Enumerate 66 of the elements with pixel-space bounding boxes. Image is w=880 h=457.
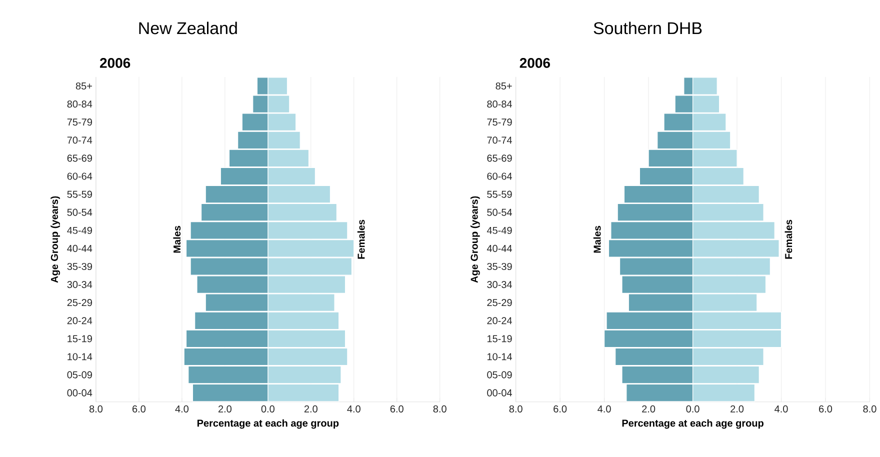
y-tick-label: 20-24 [67, 317, 92, 324]
y-tick-label: 80-84 [67, 100, 92, 108]
y-tick-label: 30-34 [487, 281, 512, 288]
y-tick-label: 05-09 [487, 371, 512, 378]
y-tick-label: 60-64 [487, 172, 512, 180]
y-tick-label: 40-44 [67, 244, 92, 252]
x-tick-label: 2.0 [730, 405, 744, 413]
x-tick-label: 6.0 [390, 405, 404, 413]
text: Females [357, 220, 365, 259]
x-tick-label: 6.0 [819, 405, 832, 413]
y-tick-label: 20-24 [487, 317, 512, 324]
y-tick-label: 85+ [76, 82, 92, 90]
chart-title: New Zealand [139, 22, 237, 34]
chart-subtitle: 2006 [100, 58, 130, 68]
y-tick-label: 35-39 [487, 263, 512, 270]
text: Males [173, 226, 181, 253]
y-tick-label: 75-79 [487, 118, 512, 126]
x-tick-label: 4.0 [774, 405, 788, 413]
y-tick-label: 25-29 [67, 299, 92, 306]
y-tick-label: 50-54 [67, 208, 92, 216]
chart-subtitle: 2006 [520, 58, 550, 68]
y-tick-label: 70-74 [487, 136, 512, 144]
x-tick-label: 8.0 [509, 405, 522, 413]
chart-title: Southern DHB [594, 22, 702, 34]
x-tick-label: 0.0 [686, 405, 700, 413]
y-tick-label: 50-54 [487, 208, 512, 216]
x-tick-label: 4.0 [598, 405, 611, 413]
x-tick-label: 2.0 [304, 405, 318, 413]
y-tick-label: 30-34 [67, 281, 92, 288]
y-tick-label: 05-09 [67, 371, 92, 378]
y-axis-title: Age Group (years) [50, 196, 60, 283]
y-axis-title: Age Group (years) [470, 196, 480, 283]
y-tick-label: 15-19 [68, 335, 92, 342]
y-tick-label: 00-04 [67, 389, 92, 396]
y-tick-label: 10-14 [488, 353, 512, 360]
y-tick-label: 45-49 [486, 226, 512, 234]
text: Males [593, 226, 601, 253]
y-tick-label: 45-49 [67, 226, 92, 234]
y-tick-label: 65-69 [67, 154, 92, 162]
y-tick-label: 15-19 [488, 335, 512, 342]
x-axis-title: Percentage at each age group [197, 419, 339, 429]
y-tick-label: 80-84 [487, 100, 512, 108]
y-tick-label: 75-79 [67, 118, 92, 126]
y-tick-label: 35-39 [67, 263, 92, 270]
x-tick-label: 6.0 [132, 405, 146, 413]
y-tick-label: 55-59 [487, 190, 512, 198]
x-tick-label: 4.0 [175, 405, 189, 413]
y-tick-label: 10-14 [68, 353, 92, 360]
x-tick-label: 2.0 [218, 405, 232, 413]
x-axis-title: Percentage at each age group [622, 419, 764, 429]
y-tick-label: 85+ [496, 82, 512, 90]
x-tick-label: 8.0 [89, 405, 103, 413]
y-tick-label: 55-59 [67, 190, 92, 198]
x-tick-label: 8.0 [863, 405, 876, 413]
y-tick-label: 00-04 [487, 389, 512, 396]
x-tick-label: 2.0 [642, 405, 656, 413]
y-tick-label: 65-69 [487, 154, 512, 162]
x-tick-label: 0.0 [261, 405, 274, 413]
x-tick-label: 6.0 [554, 405, 567, 413]
y-tick-label: 40-44 [486, 244, 512, 252]
y-tick-label: 70-74 [67, 136, 92, 144]
y-tick-label: 60-64 [67, 172, 92, 180]
x-tick-label: 8.0 [433, 405, 446, 413]
text: Females [784, 220, 792, 259]
y-tick-label: 25-29 [487, 299, 512, 306]
x-tick-label: 4.0 [347, 405, 360, 413]
